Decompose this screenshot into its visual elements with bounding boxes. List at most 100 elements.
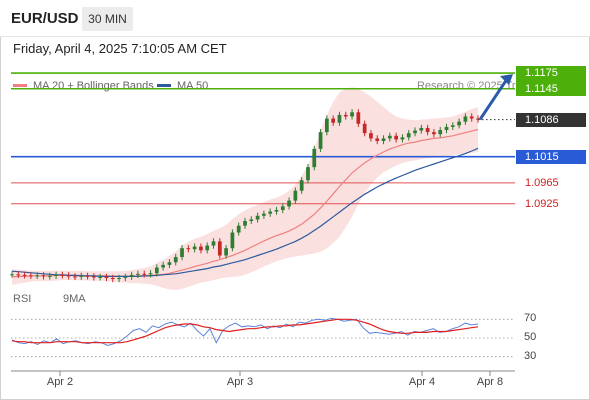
candle-body bbox=[343, 114, 348, 117]
candle-body bbox=[117, 277, 121, 280]
candle-body bbox=[438, 130, 443, 135]
candle-body bbox=[262, 213, 266, 216]
candle-body bbox=[123, 276, 128, 278]
level-label-1: 1.1145 bbox=[525, 82, 558, 95]
ma50-line bbox=[11, 147, 479, 277]
candle-body bbox=[92, 276, 96, 278]
last-price-label: 1.1086 bbox=[516, 112, 586, 127]
forecast-arrow-head bbox=[500, 74, 513, 86]
legend-9ma: 9MA bbox=[63, 293, 86, 305]
ma9-legend-label: 9MA bbox=[63, 293, 86, 305]
candle-body bbox=[142, 273, 147, 275]
candle-body bbox=[136, 273, 140, 275]
candle-body bbox=[457, 121, 461, 126]
candle-body bbox=[381, 138, 386, 142]
candle-body bbox=[299, 180, 304, 191]
candle-body bbox=[217, 241, 222, 256]
candle-body bbox=[337, 114, 342, 123]
candle-body bbox=[79, 275, 84, 277]
candle-body bbox=[73, 276, 77, 278]
candle-body bbox=[325, 118, 329, 133]
candle-body bbox=[199, 246, 203, 251]
forecast-arrow-shaft bbox=[478, 78, 509, 121]
candle-body bbox=[280, 206, 285, 211]
rsi-9ma-line bbox=[11, 318, 479, 344]
bollinger-band bbox=[12, 87, 478, 290]
candle-body bbox=[293, 190, 298, 201]
candle-body bbox=[161, 264, 165, 268]
chart-header: EUR/USD 30 MIN bbox=[0, 0, 590, 37]
candle-body bbox=[331, 118, 336, 123]
ma20-swatch bbox=[13, 83, 27, 87]
candle-body bbox=[224, 248, 228, 256]
candle-body bbox=[85, 275, 90, 277]
candle-body bbox=[450, 125, 455, 127]
ma50-swatch bbox=[157, 83, 171, 87]
candle-body bbox=[268, 211, 273, 214]
candle-body bbox=[41, 275, 46, 277]
candle-body bbox=[394, 135, 398, 140]
legend-rsi: RSI bbox=[13, 293, 31, 305]
candle-body bbox=[255, 215, 260, 220]
candle-body bbox=[444, 126, 449, 131]
candle-body bbox=[274, 210, 279, 212]
candle-body bbox=[230, 232, 235, 249]
candle-body bbox=[356, 112, 361, 124]
candle-body bbox=[413, 130, 417, 134]
rsi-line bbox=[11, 317, 479, 347]
candle-body bbox=[432, 132, 436, 135]
candle-body bbox=[406, 133, 411, 138]
candle-body bbox=[148, 273, 153, 275]
candle-body bbox=[476, 118, 480, 120]
x-tick-label: Apr 2 bbox=[46, 376, 74, 388]
rsi-legend-label: RSI bbox=[13, 293, 32, 305]
rsi-tick-label: 70 bbox=[524, 312, 537, 325]
candle-body bbox=[167, 262, 172, 265]
level-label-0: 1.1175 bbox=[525, 67, 558, 80]
candle-body bbox=[249, 219, 254, 221]
x-tick-label: Apr 4 bbox=[408, 376, 436, 388]
candle-body bbox=[375, 138, 380, 142]
candle-body bbox=[463, 116, 468, 122]
candle-body bbox=[312, 148, 317, 168]
candle-body bbox=[425, 127, 430, 133]
candle-body bbox=[35, 275, 40, 277]
candle-body bbox=[306, 167, 310, 181]
timeframe-badge[interactable]: 30 MIN bbox=[82, 7, 133, 31]
candle-body bbox=[154, 267, 159, 274]
candle-body bbox=[362, 123, 367, 134]
candle-body bbox=[60, 274, 65, 276]
x-tick-label: Apr 3 bbox=[226, 376, 254, 388]
candle-body bbox=[205, 245, 210, 251]
candle-body bbox=[400, 137, 405, 140]
level-label-4: 1.0925 bbox=[525, 197, 559, 210]
candle-body bbox=[369, 133, 373, 139]
candle-body bbox=[47, 275, 52, 277]
chart-datetime: Friday, April 4, 2025 7:10:05 AM CET bbox=[13, 41, 227, 56]
candle-body bbox=[66, 275, 71, 277]
instrument-symbol: EUR/USD bbox=[11, 10, 79, 27]
candle-body bbox=[10, 274, 14, 276]
level-label-2: 1.1015 bbox=[516, 149, 586, 164]
candle-body bbox=[104, 276, 109, 278]
candle-body bbox=[29, 275, 33, 277]
candle-body bbox=[54, 274, 58, 276]
candle-body bbox=[387, 135, 392, 139]
x-tick-label: Apr 8 bbox=[476, 376, 504, 388]
candle-body bbox=[287, 200, 291, 207]
x-axis-labels: Apr 2 Apr 3 Apr 4 Apr 8 bbox=[0, 376, 590, 392]
candle-body bbox=[16, 274, 21, 276]
candle-body bbox=[350, 112, 354, 117]
candle-body bbox=[243, 221, 247, 226]
candle-body bbox=[318, 132, 323, 149]
resistance-label-box bbox=[516, 66, 586, 96]
candle-body bbox=[110, 277, 115, 280]
candle-body bbox=[98, 276, 103, 278]
candle-body bbox=[211, 241, 216, 246]
rsi-tick-label: 50 bbox=[524, 331, 537, 343]
candle-body bbox=[469, 116, 474, 119]
candle-body bbox=[236, 225, 241, 233]
candle-body bbox=[22, 274, 27, 276]
candle-body bbox=[186, 248, 191, 250]
